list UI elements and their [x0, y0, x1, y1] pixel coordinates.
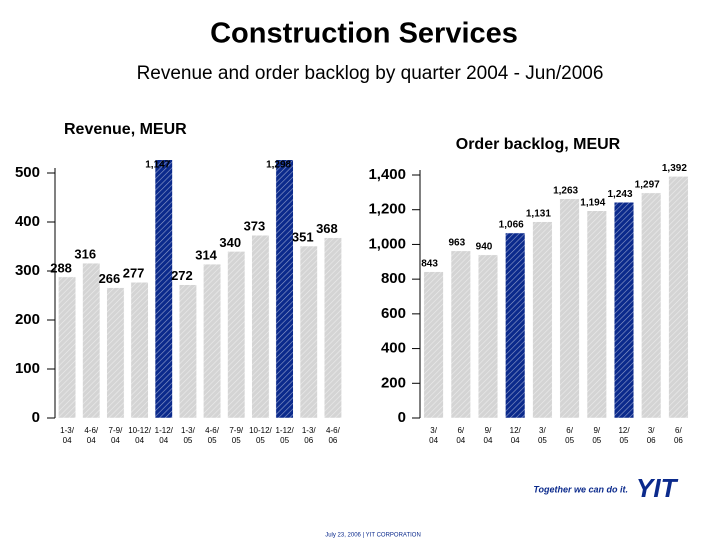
- x-tick-label: 6/ 05: [565, 426, 575, 445]
- slogan: Together we can do it.: [533, 484, 628, 494]
- value-label: 1,131: [526, 208, 551, 219]
- value-label: 316: [74, 247, 96, 262]
- x-tick-label: 12/ 04: [509, 426, 521, 445]
- value-label: 1,066: [499, 220, 524, 231]
- bars: [423, 176, 689, 419]
- y-tick-label: 400: [15, 213, 40, 230]
- slide-subtitle: Revenue and order backlog by quarter 200…: [137, 63, 604, 84]
- bar: [227, 251, 246, 419]
- x-tick-label: 1-12/ 04: [154, 426, 173, 445]
- x-tick-label: 1-3/ 04: [60, 426, 74, 445]
- value-label: 843: [421, 258, 438, 269]
- y-tick-label: 1,400: [368, 166, 406, 183]
- x-tick-label: 4-6/ 04: [84, 426, 99, 445]
- bar: [641, 192, 662, 419]
- y-tick-label: 1,000: [368, 235, 406, 252]
- y-tick-label: 500: [15, 164, 40, 181]
- logo: YIT: [636, 473, 679, 503]
- value-label: 1,243: [607, 189, 632, 200]
- x-tick-label: 4-6/ 05: [205, 426, 219, 445]
- x-tick-label: 1-3/ 05: [181, 426, 195, 445]
- bar: [275, 160, 294, 419]
- x-tick-label: 1-12/ 05: [275, 426, 294, 445]
- x-tick-label: 7-9/ 05: [229, 426, 244, 445]
- x-tick-label: 7-9/ 04: [108, 426, 123, 445]
- bar: [613, 202, 635, 419]
- x-tick-label: 9/ 05: [592, 426, 602, 445]
- value-label: 288: [50, 260, 72, 275]
- chart-title: Revenue, MEUR: [64, 121, 187, 138]
- y-tick-label: 300: [15, 262, 40, 279]
- bar: [423, 271, 444, 419]
- value-label: 277: [123, 266, 145, 281]
- y-tick-label: 200: [15, 311, 40, 328]
- value-label: 1,147: [145, 160, 170, 171]
- bar: [203, 263, 222, 419]
- chart-title: Order backlog, MEUR: [456, 136, 621, 153]
- x-tick-label: 10-12/ 04: [128, 426, 151, 445]
- bar: [559, 198, 580, 419]
- value-label: 373: [244, 219, 266, 234]
- value-label: 266: [99, 271, 121, 286]
- value-label: 1,263: [553, 185, 578, 196]
- value-label: 1,298: [266, 160, 291, 171]
- value-label: 1,194: [580, 197, 605, 208]
- x-tick-label: 12/ 05: [618, 426, 630, 445]
- bars: [58, 160, 342, 419]
- x-tick-label: 9/ 04: [483, 426, 493, 445]
- bar: [299, 245, 318, 419]
- y-tick-label: 1,200: [368, 201, 406, 218]
- value-label: 314: [195, 248, 217, 263]
- bar: [251, 234, 270, 419]
- bar: [505, 232, 526, 419]
- y-tick-label: 200: [381, 374, 406, 391]
- footer: July 23, 2006 | YIT CORPORATION: [325, 533, 421, 539]
- bar: [586, 210, 607, 419]
- y-tick-label: 400: [381, 340, 406, 357]
- value-label: 963: [448, 237, 465, 248]
- bar: [668, 176, 689, 419]
- y-tick-label: 0: [32, 409, 40, 426]
- bar: [154, 160, 173, 419]
- value-label: 1,392: [662, 163, 687, 174]
- x-tick-label: 6/ 04: [456, 426, 466, 445]
- x-tick-label: 3/ 05: [537, 426, 547, 445]
- x-tick-label: 4-6/ 06: [326, 426, 340, 445]
- value-label: 1,297: [635, 180, 660, 191]
- value-label: 272: [171, 268, 193, 283]
- bar: [450, 250, 471, 419]
- x-tick-label: 3/ 04: [429, 426, 439, 445]
- bar: [532, 221, 553, 419]
- bar: [323, 237, 342, 419]
- x-tick-label: 3/ 06: [646, 426, 656, 445]
- y-tick-label: 100: [15, 360, 40, 377]
- bar: [477, 254, 499, 419]
- x-tick-label: 1-3/ 06: [301, 426, 316, 445]
- value-label: 940: [476, 241, 493, 252]
- bar: [130, 282, 149, 419]
- value-label: 351: [292, 229, 314, 244]
- y-tick-label: 800: [381, 270, 406, 287]
- y-tick-label: 600: [381, 305, 406, 322]
- value-label: 340: [219, 235, 241, 250]
- x-tick-label: 10-12/ 05: [249, 426, 272, 445]
- y-tick-label: 0: [398, 409, 406, 426]
- bar: [178, 284, 197, 419]
- x-tick-label: 6/ 06: [673, 426, 683, 445]
- bar: [106, 287, 125, 419]
- slide-title: Construction Services: [210, 18, 518, 50]
- value-label: 368: [316, 221, 338, 236]
- bar: [82, 262, 101, 419]
- bar: [58, 276, 77, 419]
